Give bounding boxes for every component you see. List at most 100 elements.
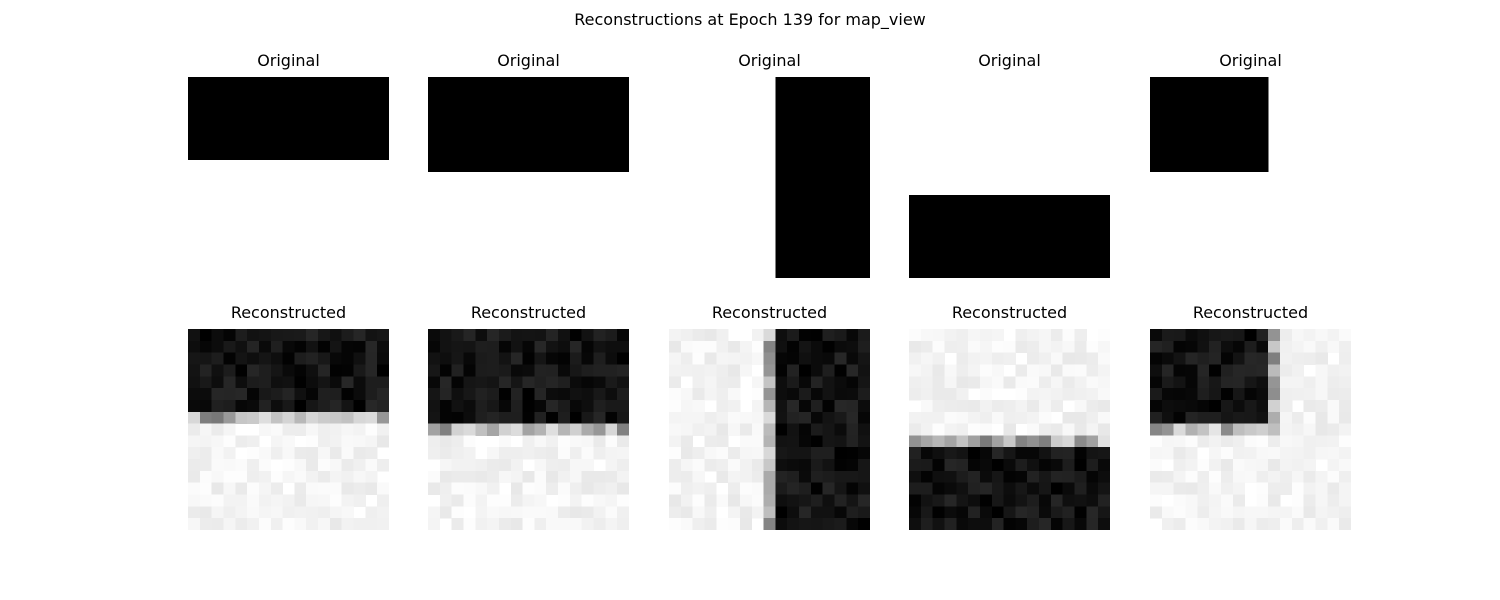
pixel-cell (1161, 518, 1175, 530)
pixel-cell (593, 399, 606, 413)
pixel-cell (463, 470, 476, 484)
pixel-cell (810, 159, 824, 172)
pixel-cell (799, 399, 812, 413)
pixel-cell (188, 447, 201, 460)
pixel-cell (1209, 482, 1222, 495)
pixel-cell (510, 518, 523, 530)
pixel-cell (1062, 242, 1075, 255)
pixel-cell (968, 376, 981, 389)
pixel-cell (282, 470, 295, 484)
original-panel-title: Original (978, 51, 1041, 70)
pixel-cell (775, 88, 788, 102)
pixel-cell (235, 435, 248, 448)
pixel-cell (258, 88, 272, 102)
pixel-cell (979, 518, 993, 530)
pixel-cell (439, 470, 453, 484)
pixel-cell (428, 388, 441, 401)
pixel-cell (909, 364, 922, 377)
pixel-cell (834, 459, 847, 472)
pixel-cell (522, 112, 535, 125)
pixel-cell (294, 352, 307, 365)
pixel-cell (258, 518, 272, 530)
pixel-cell (968, 195, 981, 208)
pixel-cell (463, 136, 476, 149)
pixel-cell (739, 435, 753, 448)
pixel-cell (294, 388, 307, 401)
pixel-cell (1303, 435, 1316, 448)
pixel-cell (1086, 207, 1099, 220)
pixel-cell (294, 77, 307, 90)
pixel-cell (1197, 88, 1210, 102)
pixel-cell (294, 340, 307, 354)
pixel-cell (581, 376, 594, 389)
pixel-cell (306, 518, 319, 530)
pixel-cell (716, 376, 729, 389)
pixel-cell (1220, 506, 1234, 519)
pixel-cell (834, 423, 847, 436)
pixel-cell (822, 171, 835, 184)
pixel-cell (211, 364, 224, 377)
pixel-cell (1086, 195, 1099, 208)
pixel-cell (1280, 423, 1293, 436)
pixel-cell (1232, 423, 1245, 436)
pixel-cell (593, 423, 606, 436)
pixel-cell (920, 423, 934, 436)
pixel-cell (617, 136, 629, 149)
reconstructed-panel-title: Reconstructed (711, 303, 828, 322)
pixel-cell (1232, 352, 1245, 365)
pixel-cell (1098, 482, 1110, 495)
pixel-cell (1039, 254, 1052, 267)
pixel-cell (1074, 470, 1087, 484)
pixel-cell (282, 447, 295, 460)
pixel-cell (365, 470, 378, 484)
pixel-cell (1150, 399, 1163, 413)
pixel-cell (968, 506, 981, 519)
pixel-cell (669, 352, 682, 365)
pixel-cell (775, 388, 788, 401)
pixel-cell (680, 494, 694, 507)
pixel-cell (522, 100, 535, 113)
pixel-cell (510, 329, 523, 342)
pixel-cell (979, 266, 993, 278)
pixel-cell (593, 159, 606, 172)
pixel-cell (247, 112, 260, 125)
pixel-cell (909, 482, 922, 495)
pixel-cell (1220, 482, 1234, 495)
pixel-cell (858, 435, 870, 448)
pixel-cell (1027, 411, 1040, 424)
pixel-cell (787, 88, 800, 102)
pixel-cell (546, 447, 559, 460)
pixel-cell (739, 494, 753, 507)
original-panel-title: Original (1219, 51, 1282, 70)
pixel-cell (294, 459, 307, 472)
pixel-cell (188, 112, 201, 125)
pixel-cell (463, 435, 476, 448)
pixel-cell (822, 183, 835, 196)
pixel-cell (751, 494, 764, 507)
pixel-cell (979, 423, 993, 436)
pixel-cell (199, 459, 213, 472)
pixel-cell (1074, 364, 1087, 377)
pixel-cell (593, 88, 606, 102)
pixel-cell (1197, 100, 1210, 113)
pixel-cell (558, 459, 571, 472)
pixel-cell (858, 207, 870, 220)
pixel-cell (1074, 518, 1087, 530)
pixel-cell (810, 147, 824, 161)
pixel-cell (858, 482, 870, 495)
pixel-cell (751, 340, 764, 354)
pixel-cell (979, 376, 993, 389)
pixel-cell (1039, 411, 1052, 424)
pixel-cell (1244, 376, 1257, 389)
pixel-cell (1027, 329, 1040, 342)
pixel-cell (558, 124, 571, 137)
pixel-cell (534, 411, 547, 424)
pixel-cell (487, 88, 500, 102)
pixel-cell (428, 329, 441, 342)
pixel-cell (775, 112, 788, 125)
pixel-cell (487, 470, 500, 484)
pixel-cell (353, 77, 366, 90)
pixel-cell (581, 506, 594, 519)
pixel-cell (822, 518, 835, 530)
pixel-cell (1161, 124, 1175, 137)
